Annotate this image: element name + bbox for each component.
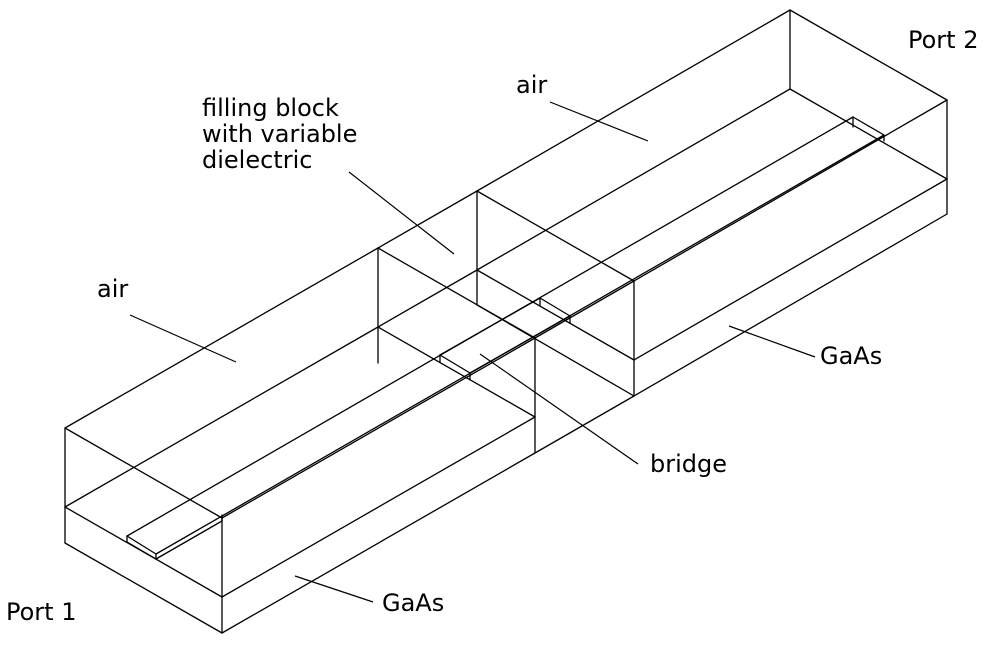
center-strip-conductor xyxy=(126,116,885,560)
right-gaas-substrate xyxy=(476,88,948,397)
leader-air-right xyxy=(549,101,649,142)
bridge-label: bridge xyxy=(650,450,727,478)
filling-block-label-line3: dielectric xyxy=(202,146,312,174)
leader-gaas-right xyxy=(728,325,816,358)
gaas-label-right: GaAs xyxy=(820,342,882,370)
left-gaas-substrate xyxy=(64,326,536,634)
leader-gaas-bottom xyxy=(294,575,374,603)
air-label-right: air xyxy=(516,71,547,99)
port2-label: Port 2 xyxy=(908,26,978,54)
filling-block-label-line1: filling block xyxy=(202,94,339,122)
leader-filling-block xyxy=(348,171,455,255)
port1-label: Port 1 xyxy=(6,598,76,626)
leader-air-left xyxy=(129,314,237,363)
filling-block-label-line2: with variable xyxy=(202,120,357,148)
right-air-section xyxy=(476,9,948,282)
filling-block xyxy=(377,190,635,454)
left-air-section xyxy=(64,247,536,634)
air-bridge xyxy=(439,297,571,381)
leader-bridge xyxy=(479,353,639,465)
air-label-left: air xyxy=(97,275,128,303)
gaas-label-bottom: GaAs xyxy=(382,589,444,617)
